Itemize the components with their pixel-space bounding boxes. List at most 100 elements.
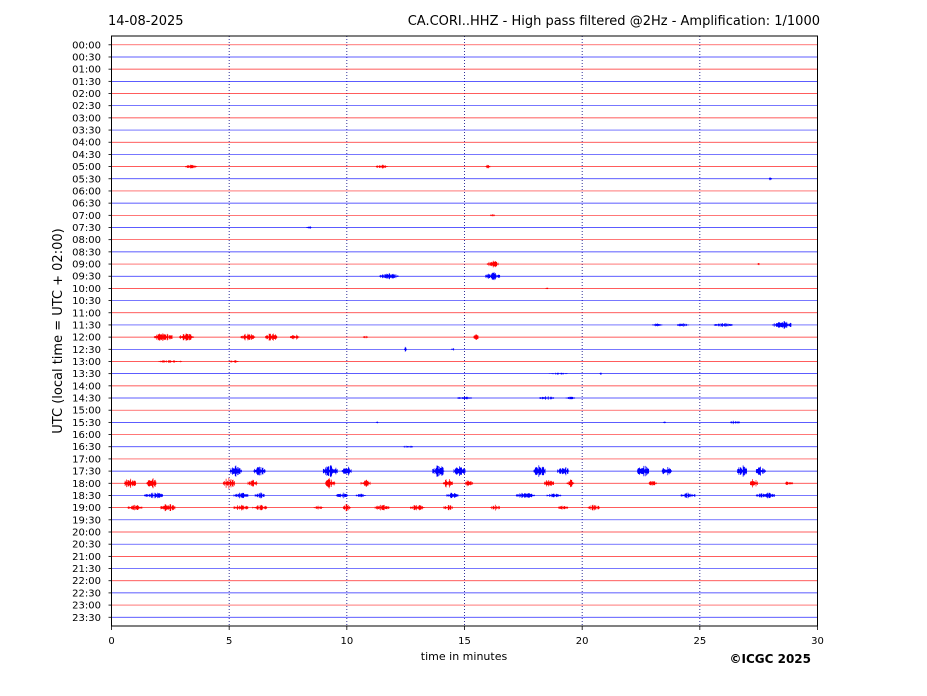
y-tick-label: 01:00 bbox=[72, 65, 101, 76]
y-tick-label: 07:00 bbox=[72, 211, 101, 222]
y-tick-label: 15:00 bbox=[72, 406, 101, 417]
y-tick-label: 04:00 bbox=[72, 138, 101, 149]
y-tick-label: 19:30 bbox=[72, 515, 101, 526]
seismic-event bbox=[355, 493, 366, 498]
seismic-event bbox=[322, 465, 338, 478]
x-tick-label: 25 bbox=[693, 636, 706, 647]
seismic-event bbox=[379, 273, 399, 280]
seismic-event bbox=[158, 360, 183, 363]
seismic-event bbox=[544, 480, 554, 487]
seismic-event bbox=[362, 335, 368, 339]
y-tick-label: 20:30 bbox=[72, 540, 101, 551]
seismic-event bbox=[750, 479, 758, 488]
y-tick-label: 15:30 bbox=[72, 418, 101, 429]
seismic-event bbox=[144, 492, 163, 499]
seismic-event bbox=[127, 504, 143, 511]
seismic-event bbox=[453, 466, 466, 476]
y-tick-label: 16:30 bbox=[72, 442, 101, 453]
y-tick-label: 23:30 bbox=[72, 613, 101, 624]
seismic-event bbox=[648, 481, 657, 486]
y-tick-label: 20:00 bbox=[72, 528, 101, 539]
chart-title: CA.CORI..HHZ - High pass filtered @2Hz -… bbox=[408, 14, 820, 29]
seismic-event bbox=[160, 504, 176, 512]
seismic-event bbox=[410, 505, 425, 511]
x-tick-label: 0 bbox=[108, 636, 114, 647]
copyright-label: ©ICGC 2025 bbox=[729, 652, 811, 666]
seismic-event bbox=[124, 478, 136, 488]
seismic-event bbox=[730, 420, 740, 425]
seismic-event bbox=[265, 333, 278, 341]
x-tick-label: 10 bbox=[340, 636, 353, 647]
seismic-event bbox=[179, 333, 195, 341]
seismic-event bbox=[306, 226, 312, 229]
seismic-event bbox=[233, 492, 249, 499]
seismic-event bbox=[233, 504, 249, 511]
seismic-event bbox=[374, 504, 390, 511]
seismic-event bbox=[342, 504, 351, 512]
y-tick-label: 21:00 bbox=[72, 552, 101, 563]
seismic-event bbox=[360, 479, 371, 487]
y-axis-label: UTC (local time = UTC + 02:00) bbox=[51, 228, 66, 433]
seismic-event bbox=[566, 479, 575, 488]
seismic-event bbox=[451, 348, 455, 351]
seismic-event bbox=[290, 334, 300, 340]
seismic-event bbox=[587, 504, 600, 511]
x-tick-label: 5 bbox=[226, 636, 232, 647]
y-tick-label: 00:30 bbox=[72, 52, 101, 63]
seismic-event bbox=[253, 466, 266, 476]
x-tick-label: 30 bbox=[811, 636, 824, 647]
y-tick-label: 10:30 bbox=[72, 296, 101, 307]
seismic-event bbox=[737, 465, 747, 477]
y-tick-label: 17:30 bbox=[72, 467, 101, 478]
seismic-event bbox=[515, 492, 535, 498]
y-tick-label: 22:00 bbox=[72, 576, 101, 587]
seismic-event bbox=[548, 372, 568, 375]
seismic-event bbox=[755, 466, 766, 476]
y-tick-label: 10:00 bbox=[72, 284, 101, 295]
seismic-event bbox=[185, 164, 198, 169]
y-tick-label: 08:30 bbox=[72, 247, 101, 258]
vertical-gridlines bbox=[228, 36, 701, 626]
seismic-event bbox=[490, 504, 500, 511]
y-tick-label: 09:00 bbox=[72, 260, 101, 271]
y-tick-label: 03:30 bbox=[72, 126, 101, 137]
seismic-event bbox=[565, 396, 576, 400]
seismic-event bbox=[247, 479, 258, 487]
seismic-event bbox=[252, 504, 268, 511]
y-tick-label: 01:30 bbox=[72, 77, 101, 88]
y-tick-label: 04:30 bbox=[72, 150, 101, 161]
seismic-event bbox=[677, 323, 690, 327]
seismic-event bbox=[228, 360, 239, 363]
y-tick-label: 08:00 bbox=[72, 235, 101, 246]
seismic-event bbox=[222, 477, 235, 489]
x-tick-label: 15 bbox=[458, 636, 471, 647]
seismic-event bbox=[442, 505, 453, 511]
y-tick-label: 14:00 bbox=[72, 381, 101, 392]
y-tick-label: 18:00 bbox=[72, 479, 101, 490]
y-tick-label: 16:00 bbox=[72, 430, 101, 441]
seismic-event bbox=[533, 465, 546, 477]
seismic-event bbox=[485, 164, 491, 169]
seismic-event bbox=[335, 492, 348, 499]
y-tick-label: 11:30 bbox=[72, 320, 101, 331]
seismic-event bbox=[772, 321, 792, 329]
seismic-event bbox=[229, 465, 242, 477]
seismic-traces bbox=[111, 44, 818, 618]
seismic-event bbox=[442, 479, 453, 488]
seismic-event bbox=[404, 346, 407, 352]
seismic-event bbox=[768, 177, 772, 181]
seismic-event bbox=[375, 421, 379, 424]
seismic-event bbox=[663, 421, 666, 424]
y-tick-label: 12:00 bbox=[72, 333, 101, 344]
seismic-event bbox=[713, 323, 733, 327]
seismic-event bbox=[652, 323, 663, 327]
seismic-event bbox=[375, 164, 388, 169]
seismic-event bbox=[558, 505, 569, 510]
y-tick-label: 03:00 bbox=[72, 113, 101, 124]
y-tick-label: 09:30 bbox=[72, 272, 101, 283]
y-tick-label: 00:00 bbox=[72, 40, 101, 51]
x-tick-label: 20 bbox=[576, 636, 589, 647]
y-tick-label: 05:00 bbox=[72, 162, 101, 173]
